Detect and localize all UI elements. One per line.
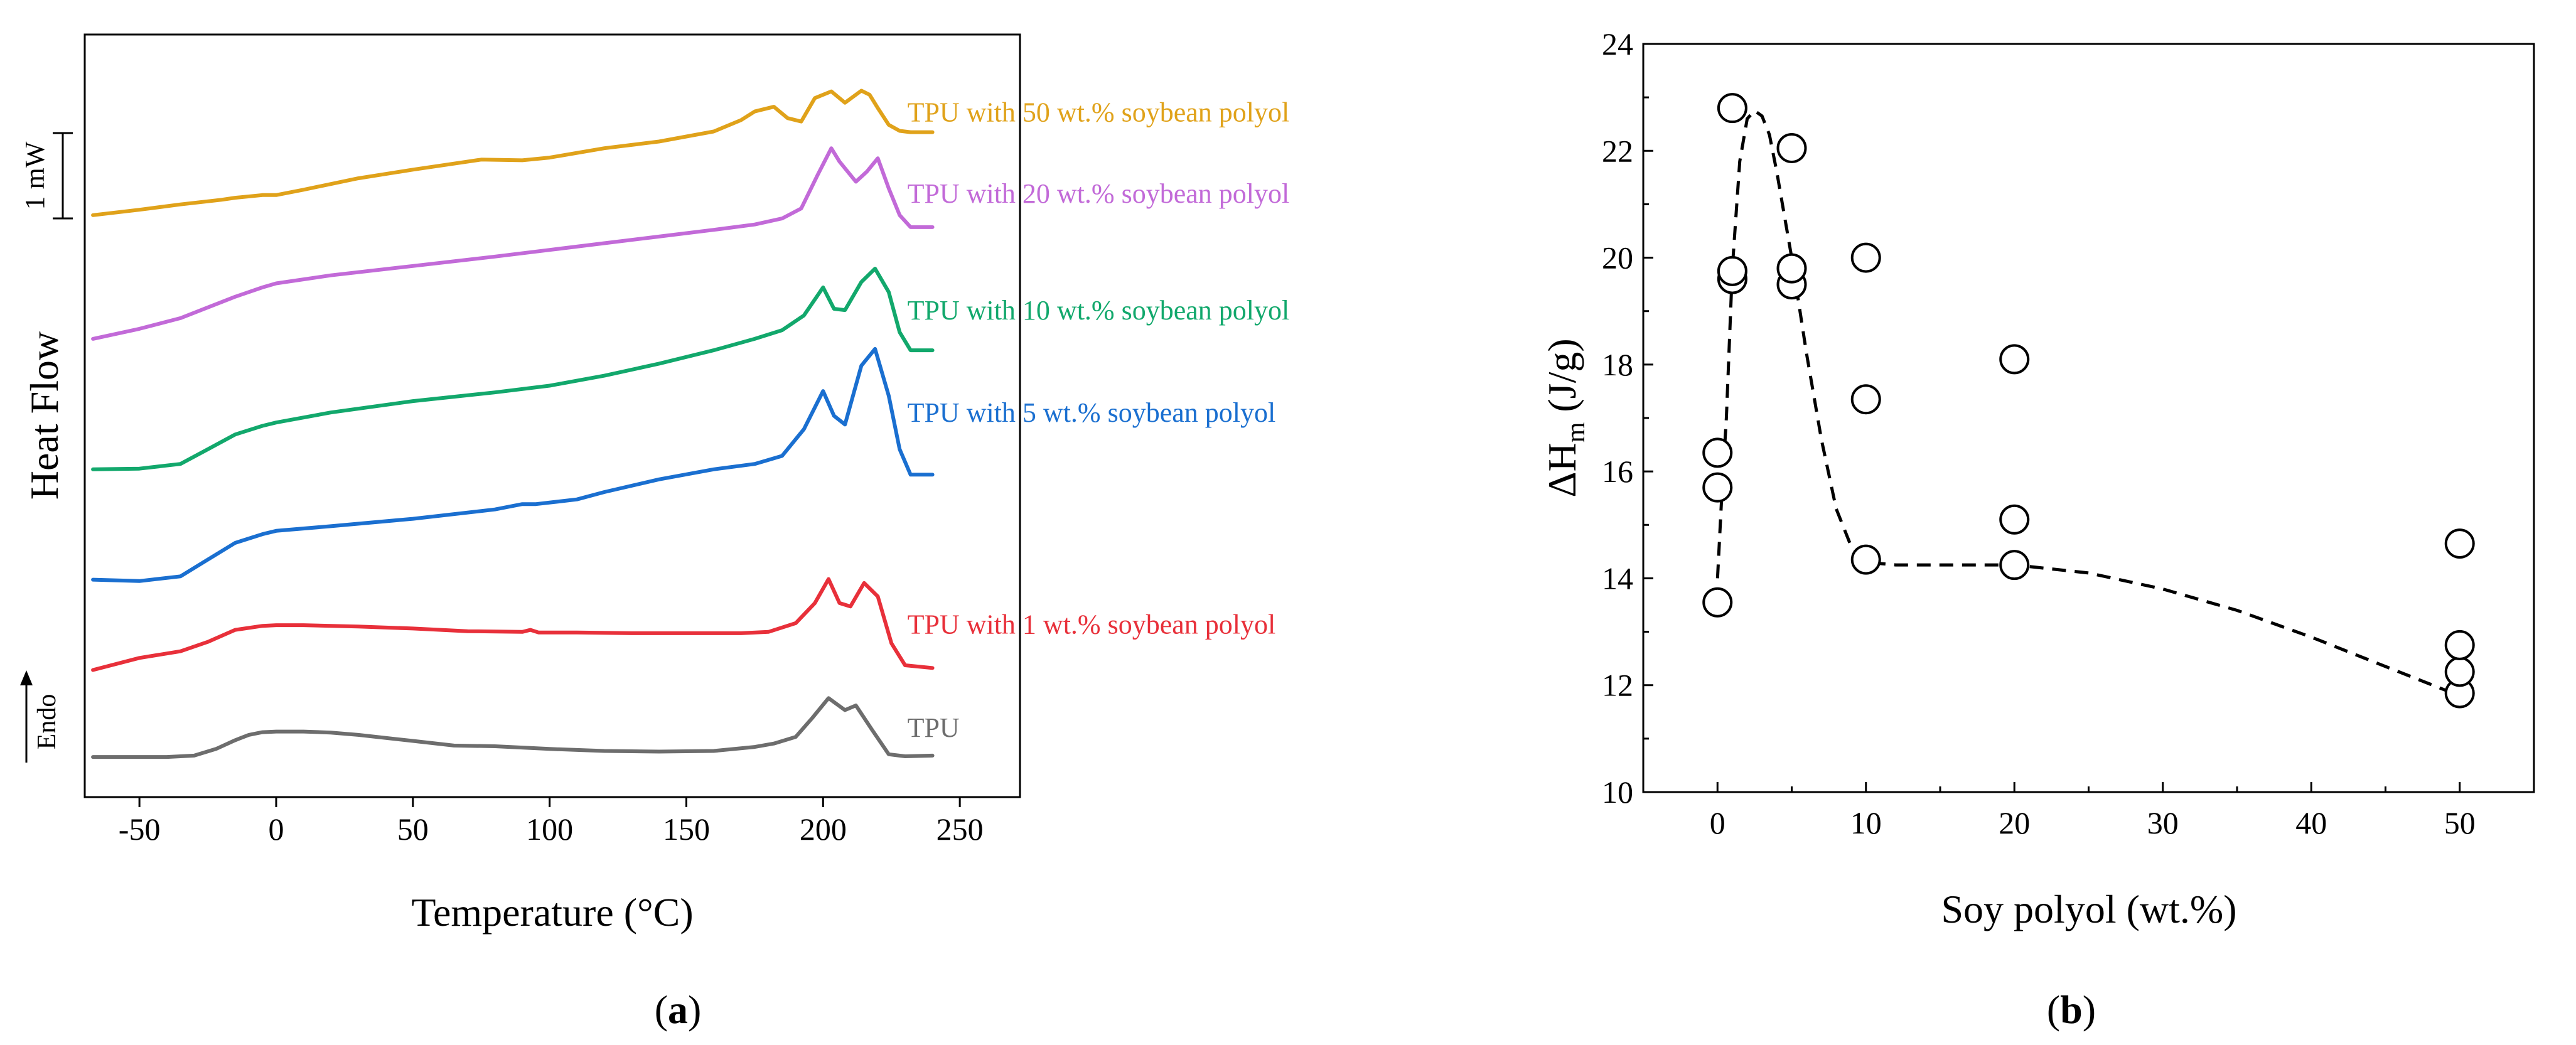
panel-b-x-tick-label: 20 bbox=[1999, 805, 2030, 840]
series-line-tpu bbox=[91, 696, 935, 759]
data-point bbox=[1776, 253, 1807, 284]
data-point bbox=[2444, 528, 2475, 559]
data-point bbox=[1850, 544, 1881, 575]
endo-arrow-head-icon bbox=[20, 670, 33, 685]
panel-a-curves bbox=[91, 88, 935, 759]
data-point bbox=[1999, 344, 2030, 375]
panel-b-y-tick-label: 10 bbox=[1602, 774, 1633, 810]
panel-a-x-tick-label: 50 bbox=[397, 812, 429, 847]
panel-b-y-axis-label-unit: (J/g) bbox=[1540, 338, 1584, 422]
panel-a-x-ticks: -50 0 50 100 150 200 250 bbox=[119, 797, 984, 847]
panel-b-y-axis-label: ΔHm (J/g) bbox=[1540, 338, 1591, 497]
panel-b-y-axis-label-main: ΔH bbox=[1540, 442, 1584, 497]
panel-a-y-axis-label: Heat Flow bbox=[22, 331, 67, 500]
panel-b-enthalpy-scatter: 0 10 20 30 40 50 10 12 14 16 18 20 22 24 ΔHm (J/g) S… bbox=[1540, 26, 2535, 1032]
series-line-tpu-1 bbox=[91, 577, 935, 672]
series-line-tpu-20 bbox=[91, 146, 935, 341]
series-line-tpu-5 bbox=[91, 346, 935, 583]
panel-b-x-tick-label: 50 bbox=[2444, 805, 2476, 840]
scale-bar: 1 mW bbox=[19, 132, 73, 220]
panel-b-y-axis-label-sub: m bbox=[1562, 422, 1591, 442]
panel-b-x-tick-label: 40 bbox=[2295, 805, 2327, 840]
panel-a-x-tick-label: 200 bbox=[800, 812, 847, 847]
panel-a-x-tick-label: 150 bbox=[663, 812, 710, 847]
scale-bar-label: 1 mW bbox=[19, 141, 50, 210]
panel-a-letter: a bbox=[668, 987, 688, 1032]
series-line-tpu-50 bbox=[91, 88, 935, 217]
panel-a-plot-frame bbox=[83, 33, 1021, 798]
trend-line bbox=[1715, 109, 2461, 698]
panel-b-y-tick-label: 18 bbox=[1602, 347, 1633, 382]
series-label-tpu-20: TPU with 20 wt.% soybean polyol bbox=[908, 178, 1290, 209]
panel-a-x-tick-label: 100 bbox=[526, 812, 573, 847]
panel-b-y-tick-label: 22 bbox=[1602, 133, 1633, 168]
panel-b-y-tick-label: 20 bbox=[1602, 240, 1633, 276]
panel-b-y-tick-label: 16 bbox=[1602, 454, 1633, 489]
panel-b-x-axis-label: Soy polyol (wt.%) bbox=[1941, 887, 2236, 931]
panel-b-x-tick-label: 0 bbox=[1710, 805, 1725, 840]
panel-b-points bbox=[1702, 93, 2475, 709]
panel-a-x-tick-label: -50 bbox=[119, 812, 161, 847]
panel-b-y-tick-label: 14 bbox=[1602, 560, 1633, 596]
data-point bbox=[1702, 437, 1733, 468]
series-label-tpu-5: TPU with 5 wt.% soybean polyol bbox=[908, 397, 1276, 428]
panel-a-x-axis-label: Temperature (°C) bbox=[411, 890, 693, 935]
data-point bbox=[2444, 630, 2475, 660]
panel-b-y-tick-label: 24 bbox=[1602, 26, 1633, 62]
data-point bbox=[1702, 587, 1733, 618]
data-point bbox=[1999, 504, 2030, 535]
data-point bbox=[1850, 242, 1881, 273]
data-point bbox=[1717, 93, 1747, 124]
series-label-tpu-50: TPU with 50 wt.% soybean polyol bbox=[908, 97, 1290, 128]
panel-b-x-ticks: 0 10 20 30 40 50 bbox=[1642, 782, 2535, 840]
panel-a-x-tick-label: 0 bbox=[268, 812, 284, 847]
panel-b-x-tick-label: 30 bbox=[2147, 805, 2179, 840]
series-label-tpu-1: TPU with 1 wt.% soybean polyol bbox=[908, 609, 1276, 640]
series-label-tpu: TPU bbox=[908, 712, 960, 743]
panel-a-x-tick-label: 250 bbox=[936, 812, 984, 847]
panel-b-letter: b bbox=[2060, 987, 2083, 1032]
data-point bbox=[1850, 384, 1881, 415]
endo-label: Endo bbox=[33, 694, 62, 750]
data-point bbox=[1776, 133, 1807, 164]
panel-a-dsc-curves: -50 0 50 100 150 200 250 TPU TPU with 1 wt.% so… bbox=[19, 33, 1290, 1032]
panel-b-y-tick-label: 12 bbox=[1602, 668, 1633, 703]
panel-b-label: (b) bbox=[2047, 987, 2096, 1032]
data-point bbox=[1717, 255, 1747, 286]
panel-b-plot-frame bbox=[1642, 43, 2535, 793]
data-point bbox=[1702, 472, 1733, 503]
data-point bbox=[2444, 656, 2475, 687]
endo-indicator: Endo bbox=[20, 670, 62, 763]
data-point bbox=[1999, 550, 2030, 581]
series-line-tpu-10 bbox=[91, 267, 935, 471]
panel-b-x-tick-label: 10 bbox=[1850, 805, 1882, 840]
panel-a-series-labels: TPU TPU with 1 wt.% soybean polyol TPU wit… bbox=[908, 97, 1290, 744]
series-label-tpu-10: TPU with 10 wt.% soybean polyol bbox=[908, 295, 1290, 326]
panel-a-label: (a) bbox=[655, 987, 702, 1032]
panel-b-y-ticks: 10 12 14 16 18 20 22 24 bbox=[1602, 26, 1653, 810]
